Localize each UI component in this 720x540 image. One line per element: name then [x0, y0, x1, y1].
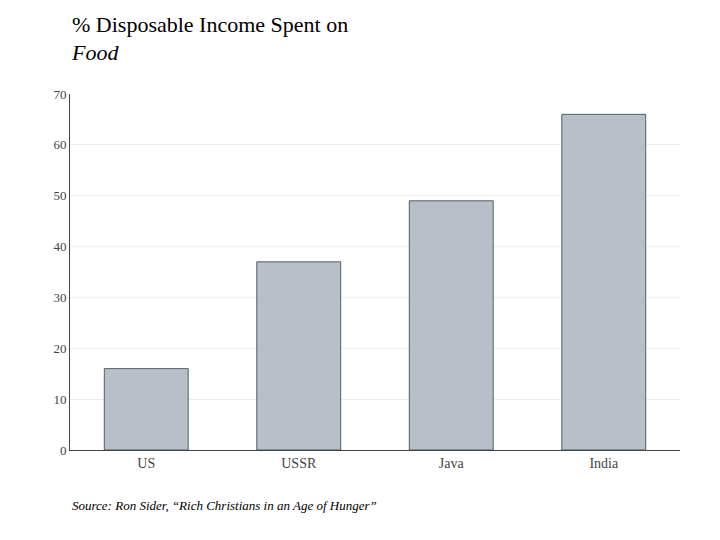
svg-text:10: 10: [53, 392, 66, 407]
svg-text:Java: Java: [439, 456, 465, 471]
svg-text:% Disposable Income Spent onFo: % Disposable Income Spent onFood: [71, 12, 348, 66]
svg-text:Source: Ron Sider, “Rich Chris: Source: Ron Sider, “Rich Christians in a…: [72, 498, 377, 513]
svg-text:20: 20: [53, 341, 66, 356]
svg-text:30: 30: [53, 290, 66, 305]
svg-text:70: 70: [53, 87, 66, 102]
svg-text:US: US: [137, 456, 155, 471]
svg-text:India: India: [589, 456, 619, 471]
svg-text:50: 50: [53, 188, 66, 203]
svg-text:USSR: USSR: [281, 456, 317, 471]
svg-text:0: 0: [60, 443, 67, 458]
svg-text:60: 60: [53, 137, 66, 152]
svg-text:40: 40: [53, 239, 66, 254]
